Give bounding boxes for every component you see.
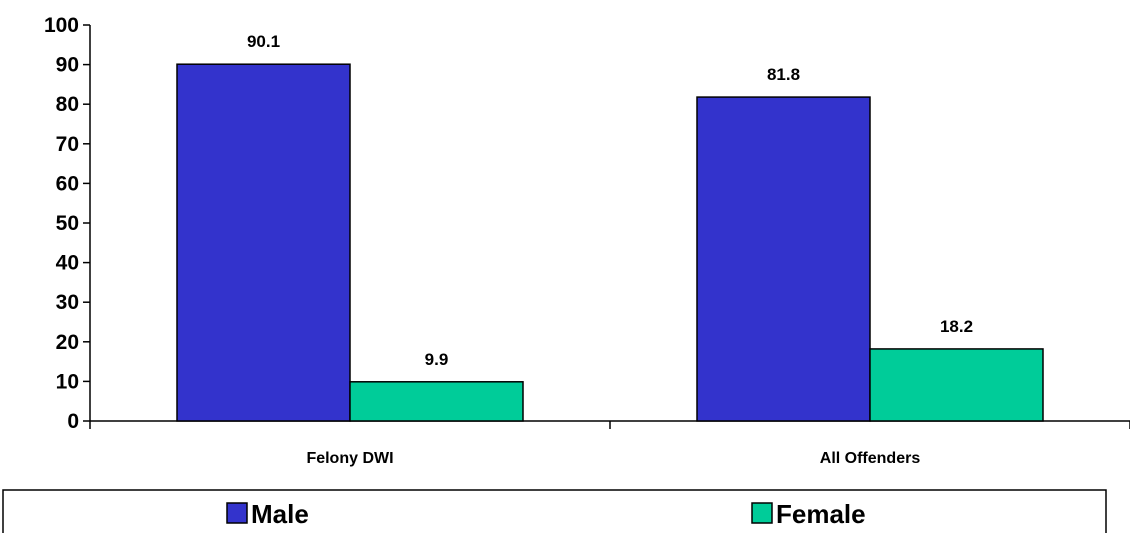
y-tick-label: 90 — [56, 54, 79, 77]
data-label: 90.1 — [247, 32, 280, 51]
y-tick-label: 100 — [44, 14, 79, 37]
legend-box — [2, 489, 1107, 533]
category-label: Felony DWI — [306, 450, 393, 467]
x-axis — [89, 420, 1130, 429]
y-tick-label: 10 — [56, 370, 79, 393]
bar-female-1 — [869, 348, 1044, 422]
legend-swatch-male — [226, 502, 248, 524]
bars — [176, 63, 1044, 422]
bar-female-0 — [349, 381, 524, 422]
y-tick-label: 20 — [56, 331, 79, 354]
bar-male-1 — [696, 96, 871, 422]
y-tick-label: 0 — [67, 410, 79, 433]
legend-label-female: Female — [776, 499, 866, 529]
category-labels: Felony DWI All Offenders — [306, 450, 920, 467]
data-label: 81.8 — [767, 65, 800, 84]
y-tick-label: 40 — [56, 252, 79, 275]
category-label: All Offenders — [820, 450, 921, 467]
data-label: 9.9 — [425, 350, 449, 369]
y-axis: 0 10 20 30 40 50 60 70 80 90 100 — [44, 14, 91, 433]
legend: Male Female — [2, 489, 1107, 533]
bar-male-0 — [176, 63, 351, 422]
data-label: 18.2 — [940, 317, 973, 336]
y-tick-label: 60 — [56, 172, 79, 195]
y-tick-label: 50 — [56, 212, 79, 235]
y-tick-label: 70 — [56, 133, 79, 156]
y-tick-label: 80 — [56, 93, 79, 116]
data-labels: 90.1 9.9 81.8 18.2 — [247, 32, 973, 369]
y-tick-label: 30 — [56, 291, 79, 314]
legend-swatch-female — [751, 502, 773, 524]
legend-label-male: Male — [251, 499, 309, 529]
